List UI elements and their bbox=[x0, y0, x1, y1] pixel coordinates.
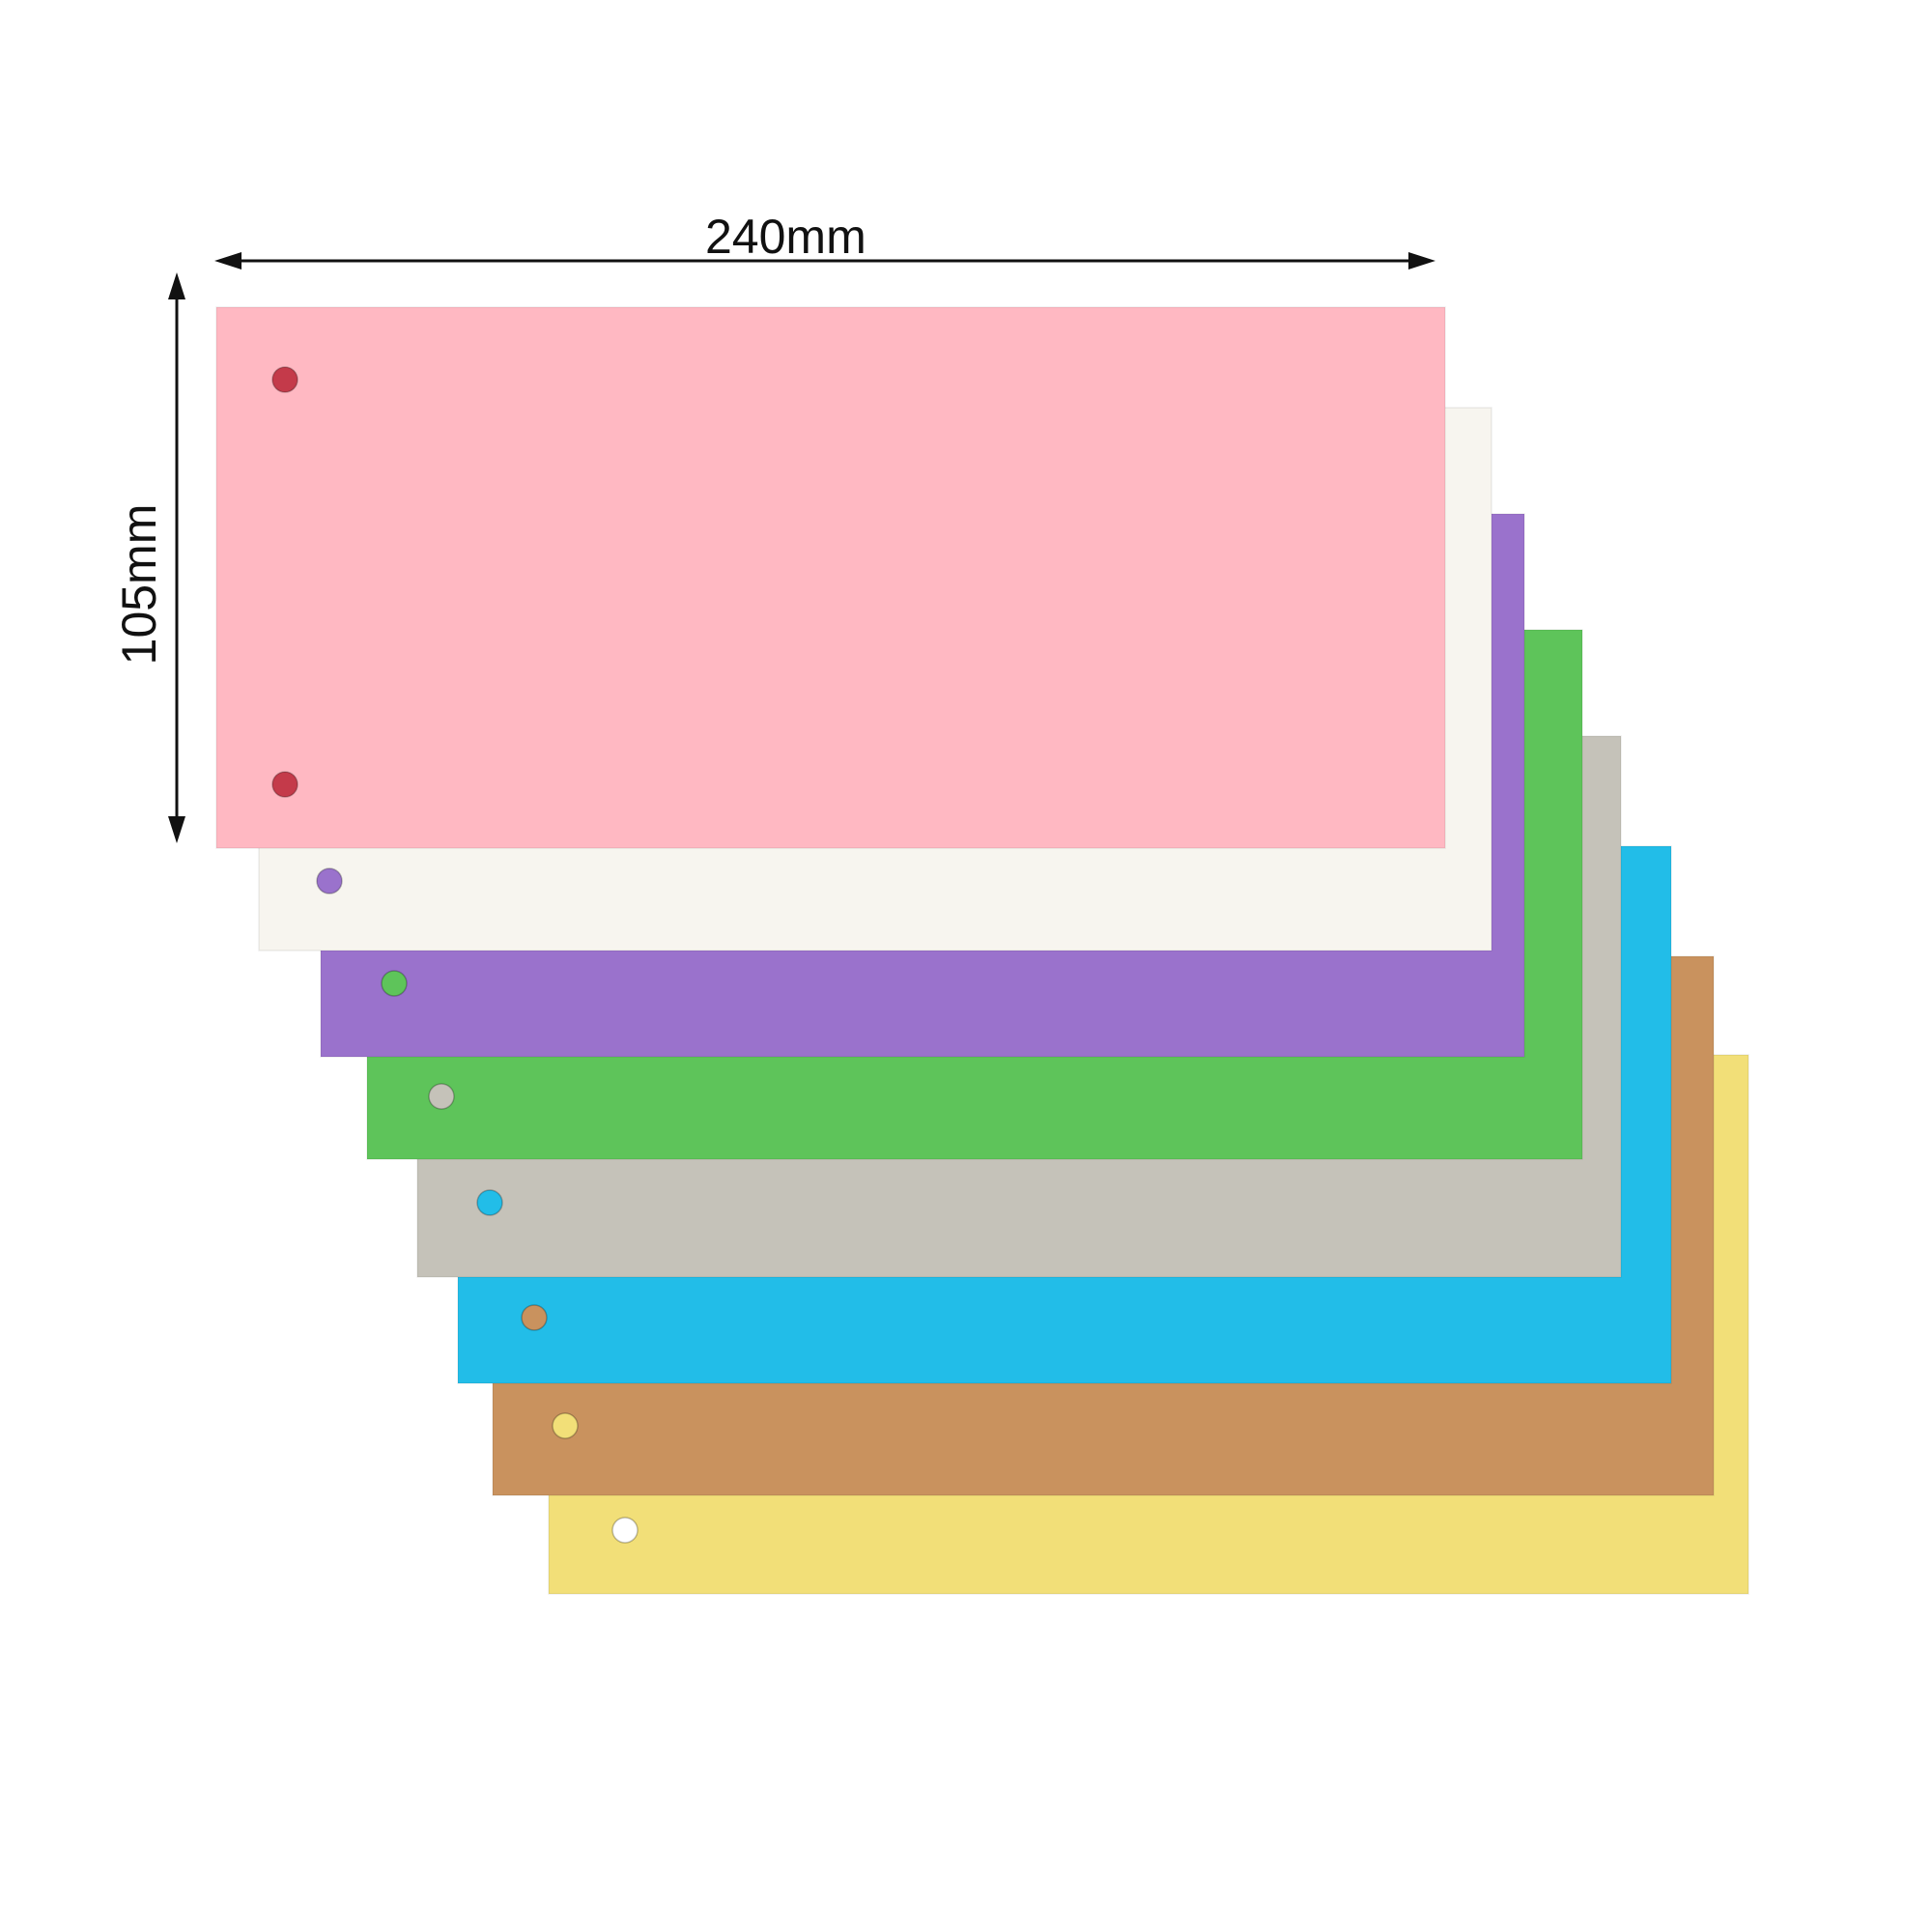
punch-hole bbox=[271, 771, 298, 798]
width-arrowhead-right bbox=[1408, 252, 1435, 270]
sheet-body bbox=[215, 306, 1446, 849]
divider-sheets-stack bbox=[215, 306, 1749, 1595]
punch-hole bbox=[476, 1189, 503, 1216]
dimension-arrows bbox=[168, 252, 1435, 843]
width-dimension-label: 240mm bbox=[705, 210, 867, 264]
height-dimension-label: 105mm bbox=[112, 503, 166, 666]
divider-sheet-pink bbox=[215, 306, 1446, 849]
height-arrowhead-top bbox=[168, 272, 185, 299]
punch-hole bbox=[316, 867, 343, 895]
height-arrowhead-bottom bbox=[168, 816, 185, 843]
punch-hole bbox=[521, 1304, 548, 1331]
punch-hole bbox=[611, 1517, 639, 1544]
punch-hole bbox=[271, 366, 298, 393]
punch-hole bbox=[381, 970, 408, 997]
punch-hole bbox=[552, 1412, 579, 1439]
width-arrowhead-left bbox=[214, 252, 242, 270]
punch-hole bbox=[428, 1083, 455, 1110]
